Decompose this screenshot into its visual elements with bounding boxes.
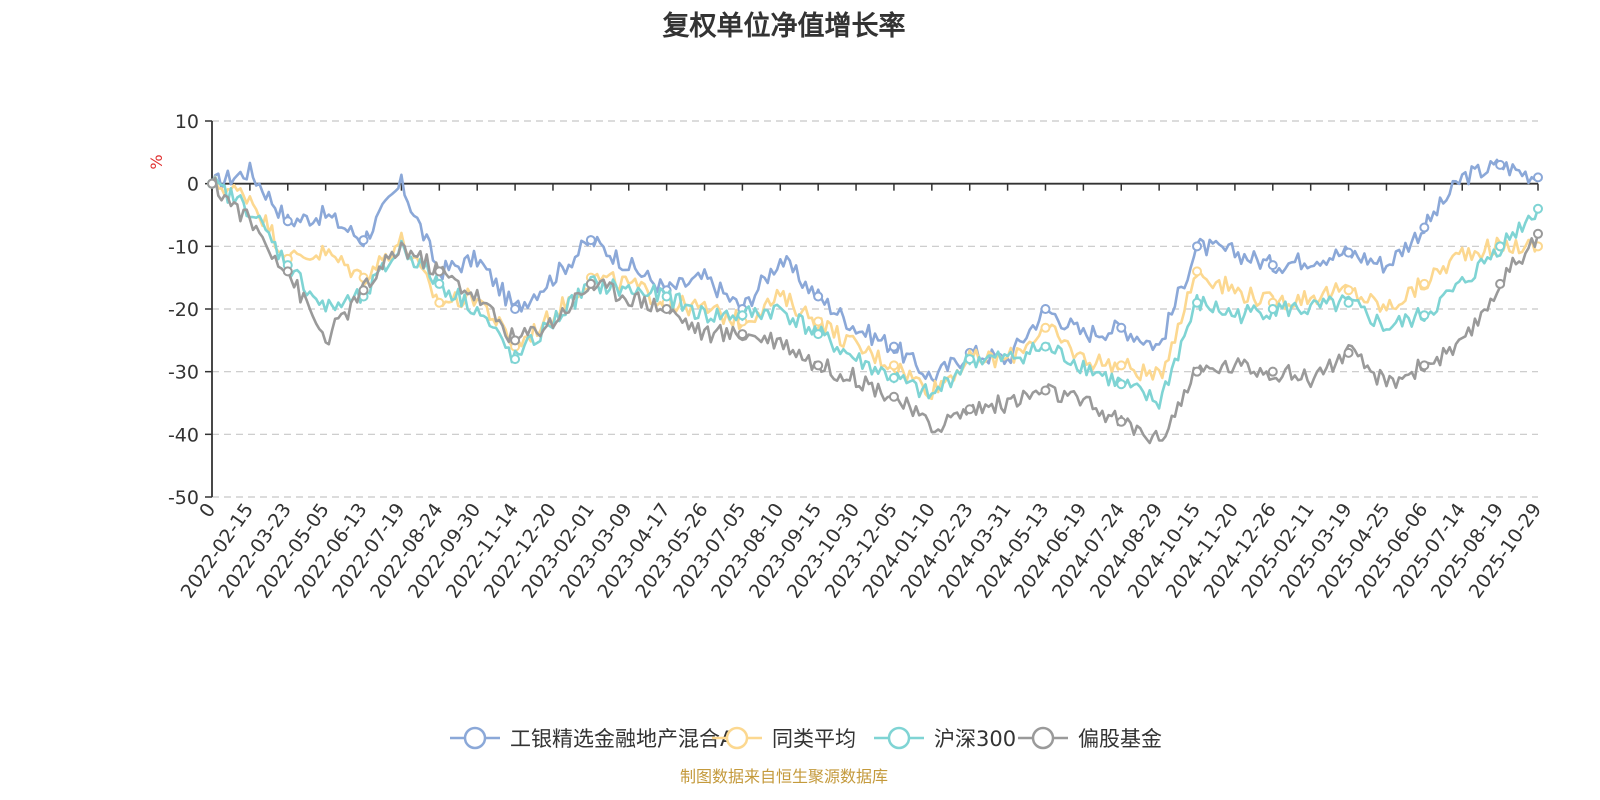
series-point: [1040, 304, 1051, 314]
series-point: [1192, 266, 1203, 277]
series-point: [510, 335, 521, 346]
series-point: [434, 278, 445, 289]
series-point: [813, 316, 824, 327]
series-point: [964, 354, 975, 365]
legend-item-2[interactable]: 同类平均: [712, 726, 856, 751]
legend-item-3[interactable]: 沪深300: [874, 726, 1016, 751]
legend[interactable]: 工银精选金融地产混合A 同类平均 沪深300 偏股基金: [450, 726, 1162, 751]
series-point: [282, 216, 293, 227]
legend-label: 工银精选金融地产混合A: [510, 727, 735, 751]
y-axis-unit-label: %: [147, 154, 166, 169]
series-point: [1533, 172, 1543, 183]
series-point: [1267, 260, 1278, 271]
y-tick-label: -50: [168, 487, 199, 509]
axes: 100-10-20-30-40-50%02022-02-152022-03-23…: [147, 111, 1546, 602]
y-tick-label: -30: [168, 362, 199, 384]
legend-marker: [1031, 726, 1055, 750]
series-point: [434, 266, 445, 277]
series-line-1: [210, 158, 1539, 384]
legend-label: 沪深300: [934, 727, 1016, 751]
series-point: [585, 278, 596, 289]
series-point: [1495, 278, 1506, 289]
series-point: [1419, 310, 1430, 321]
series-point: [1192, 241, 1203, 252]
series-point: [737, 310, 748, 321]
y-tick-label: 0: [187, 174, 199, 196]
series-point: [1419, 278, 1430, 289]
series-point: [1533, 203, 1543, 214]
series-point: [1116, 322, 1127, 333]
series-point: [434, 297, 445, 308]
series-point: [1116, 416, 1127, 427]
series-point: [1192, 366, 1203, 377]
series-point: [813, 360, 824, 371]
series-point: [282, 266, 293, 277]
series-point: [1495, 241, 1506, 252]
chart-title: 复权单位净值增长率: [662, 11, 906, 42]
series-point: [1419, 222, 1430, 233]
series-point: [888, 360, 899, 371]
series-point: [888, 391, 899, 402]
series-point: [1343, 347, 1354, 358]
series-point: [1192, 297, 1203, 308]
series-point: [964, 404, 975, 415]
series-lines: [207, 158, 1543, 445]
series-point: [1533, 228, 1543, 239]
series-point: [1040, 322, 1051, 333]
legend-marker: [463, 726, 487, 750]
y-tick-label: -20: [168, 299, 199, 321]
series-point: [888, 341, 899, 352]
series-line-4: [210, 176, 1540, 445]
series-point: [737, 329, 748, 340]
series-point: [1040, 385, 1051, 396]
legend-marker: [887, 726, 911, 750]
y-tick-label: -10: [168, 236, 199, 258]
series-point: [358, 235, 369, 246]
series-point: [1040, 341, 1051, 352]
series-point: [1267, 304, 1278, 314]
y-tick-label: -40: [168, 424, 199, 446]
series-point: [510, 304, 521, 314]
legend-item-1[interactable]: 工银精选金融地产混合A: [450, 726, 735, 751]
series-point: [661, 291, 672, 302]
series-point: [1495, 159, 1506, 170]
series-line-3: [210, 176, 1540, 410]
legend-marker: [725, 726, 749, 750]
series-point: [661, 304, 672, 314]
series-point: [1116, 379, 1127, 390]
source-note: 制图数据来自恒生聚源数据库: [679, 767, 888, 786]
series-point: [1343, 247, 1354, 258]
series-point: [1343, 285, 1354, 296]
series-point: [1419, 360, 1430, 371]
grid-lines: [212, 120, 1538, 498]
series-point: [1343, 297, 1354, 308]
series-point: [1116, 360, 1127, 371]
legend-item-4[interactable]: 偏股基金: [1018, 726, 1162, 751]
legend-label: 偏股基金: [1078, 727, 1162, 751]
series-point: [813, 329, 824, 340]
series-point: [813, 291, 824, 302]
x-tick-label: 0: [195, 499, 220, 522]
legend-label: 同类平均: [772, 727, 856, 751]
series-point: [888, 372, 899, 383]
series-point: [585, 235, 596, 246]
series-point: [207, 178, 217, 189]
series-point: [1267, 366, 1278, 377]
series-point: [510, 354, 521, 365]
series-point: [358, 285, 369, 296]
y-tick-label: 10: [175, 111, 199, 133]
